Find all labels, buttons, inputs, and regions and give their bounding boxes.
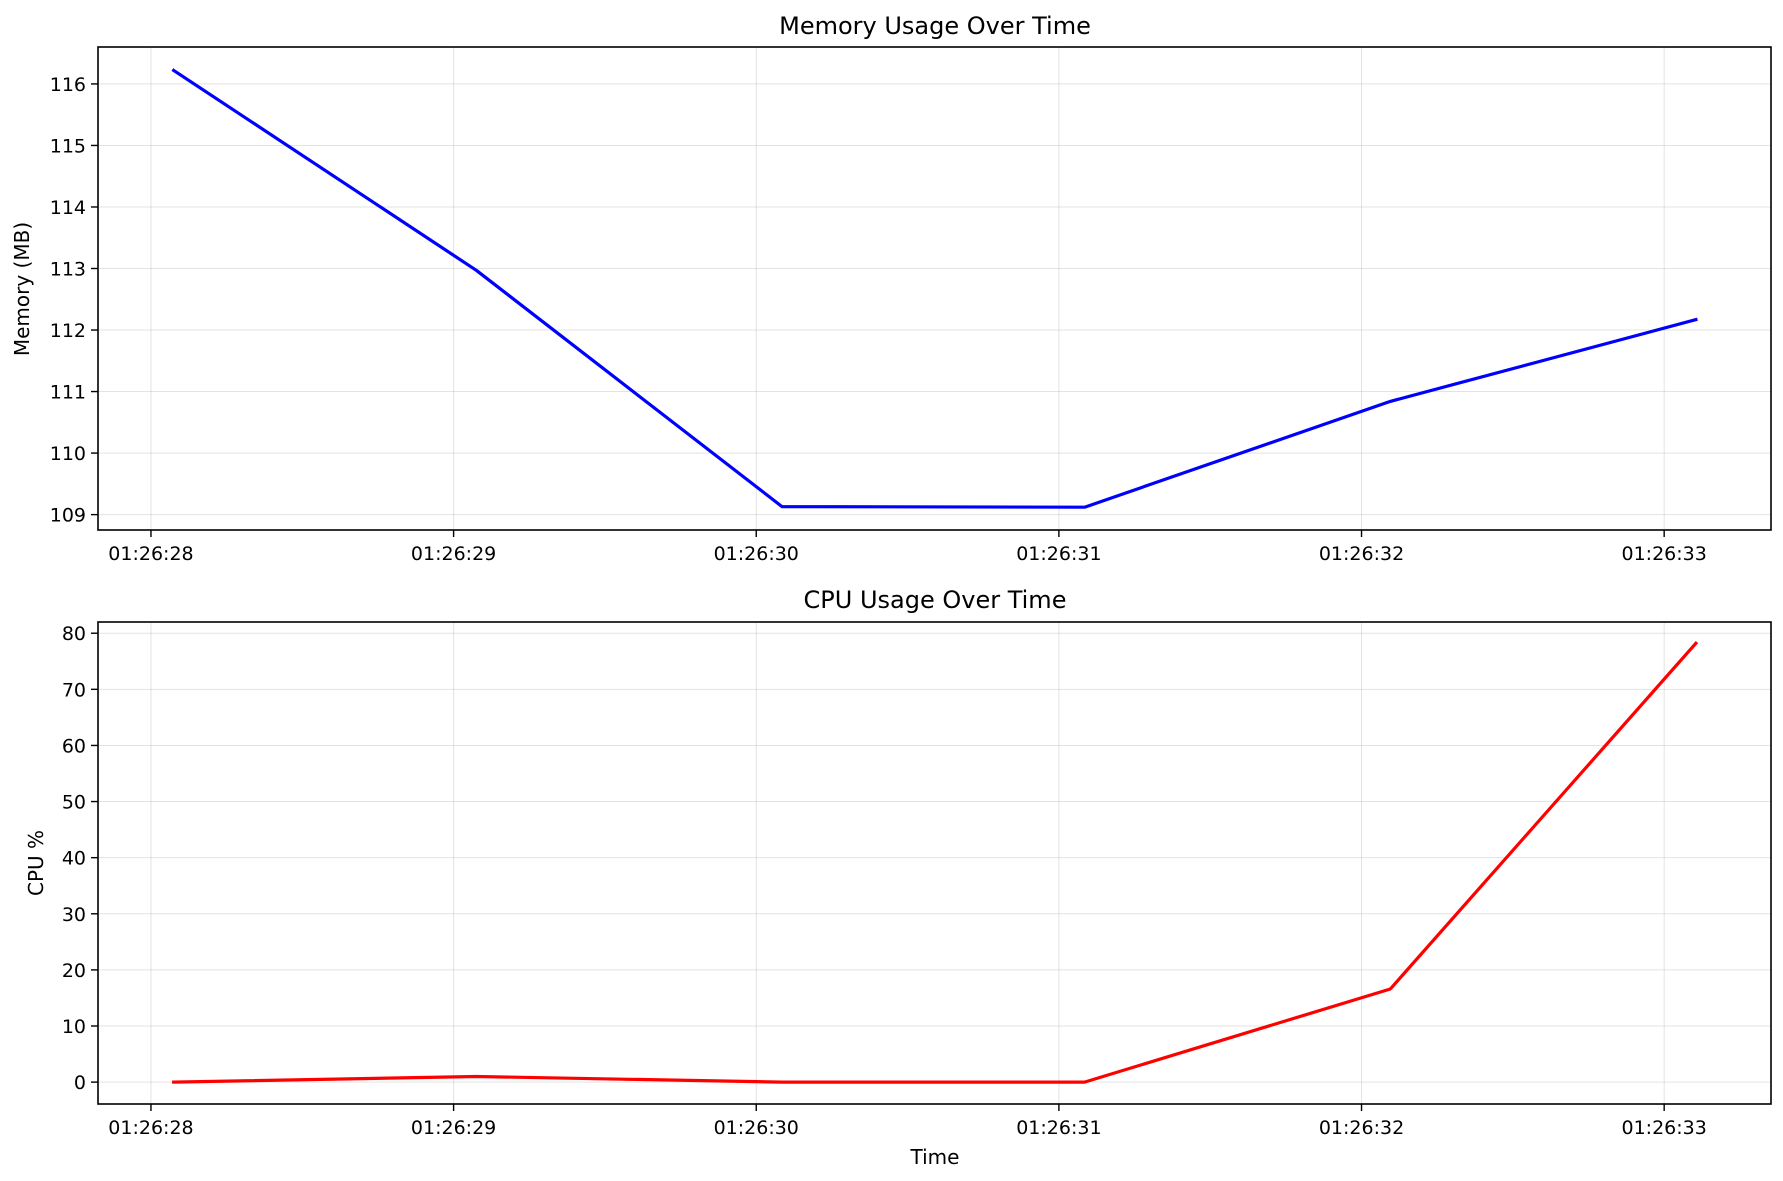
x-tick-label: 01:26:31 bbox=[1016, 543, 1101, 565]
y-tick-label: 20 bbox=[62, 960, 86, 982]
tick-layer: 01:26:28 01:26:29 01:26:30 01:26:31 01:26:32… bbox=[62, 623, 1707, 1139]
y-tick-label: 113 bbox=[50, 259, 86, 281]
y-tick-label: 80 bbox=[62, 623, 86, 645]
chart-title: Memory Usage Over Time bbox=[779, 12, 1091, 40]
grid-layer bbox=[98, 47, 1771, 530]
y-tick-label: 115 bbox=[50, 135, 86, 157]
memory-chart-panel: Memory Usage Over Time Memory (MB) 01:26… bbox=[10, 12, 1772, 565]
plot-frame bbox=[97, 46, 1772, 531]
y-tick-label: 111 bbox=[50, 382, 86, 404]
x-tick-label: 01:26:32 bbox=[1319, 543, 1404, 565]
y-tick-label: 112 bbox=[50, 320, 86, 342]
y-tick-label: 114 bbox=[50, 197, 86, 219]
y-tick-label: 116 bbox=[50, 74, 86, 96]
x-tick-label: 01:26:31 bbox=[1016, 1117, 1101, 1139]
cpu-chart-panel: CPU Usage Over Time CPU % Time 01:26:28 0… bbox=[24, 586, 1772, 1169]
y-axis-label: CPU % bbox=[24, 830, 48, 896]
y-tick-label: 30 bbox=[62, 904, 86, 926]
x-tick-label: 01:26:33 bbox=[1621, 543, 1706, 565]
series-line bbox=[172, 641, 1699, 1084]
x-tick-label: 01:26:28 bbox=[108, 543, 193, 565]
series-layer bbox=[172, 641, 1699, 1084]
y-tick-label: 0 bbox=[74, 1072, 86, 1094]
y-tick-label: 109 bbox=[50, 505, 86, 527]
y-axis-label: Memory (MB) bbox=[10, 222, 34, 356]
y-tick-label: 70 bbox=[62, 679, 86, 701]
x-tick-label: 01:26:28 bbox=[108, 1117, 193, 1139]
grid-layer bbox=[98, 622, 1771, 1104]
tick-layer: 01:26:28 01:26:29 01:26:30 01:26:31 01:26:32… bbox=[50, 74, 1707, 565]
x-tick-label: 01:26:32 bbox=[1319, 1117, 1404, 1139]
x-tick-label: 01:26:29 bbox=[411, 543, 496, 565]
y-tick-label: 50 bbox=[62, 792, 86, 814]
chart-title: CPU Usage Over Time bbox=[804, 586, 1067, 614]
x-tick-label: 01:26:33 bbox=[1621, 1117, 1706, 1139]
x-tick-label: 01:26:30 bbox=[714, 543, 799, 565]
x-axis-label: Time bbox=[910, 1145, 960, 1169]
y-tick-label: 40 bbox=[62, 848, 86, 870]
y-tick-label: 10 bbox=[62, 1016, 86, 1038]
x-tick-label: 01:26:30 bbox=[714, 1117, 799, 1139]
x-tick-label: 01:26:29 bbox=[411, 1117, 496, 1139]
plot-frame bbox=[97, 621, 1772, 1105]
series-layer bbox=[171, 68, 1698, 509]
y-tick-label: 60 bbox=[62, 735, 86, 757]
y-tick-label: 110 bbox=[50, 443, 86, 465]
series-line bbox=[171, 68, 1698, 509]
